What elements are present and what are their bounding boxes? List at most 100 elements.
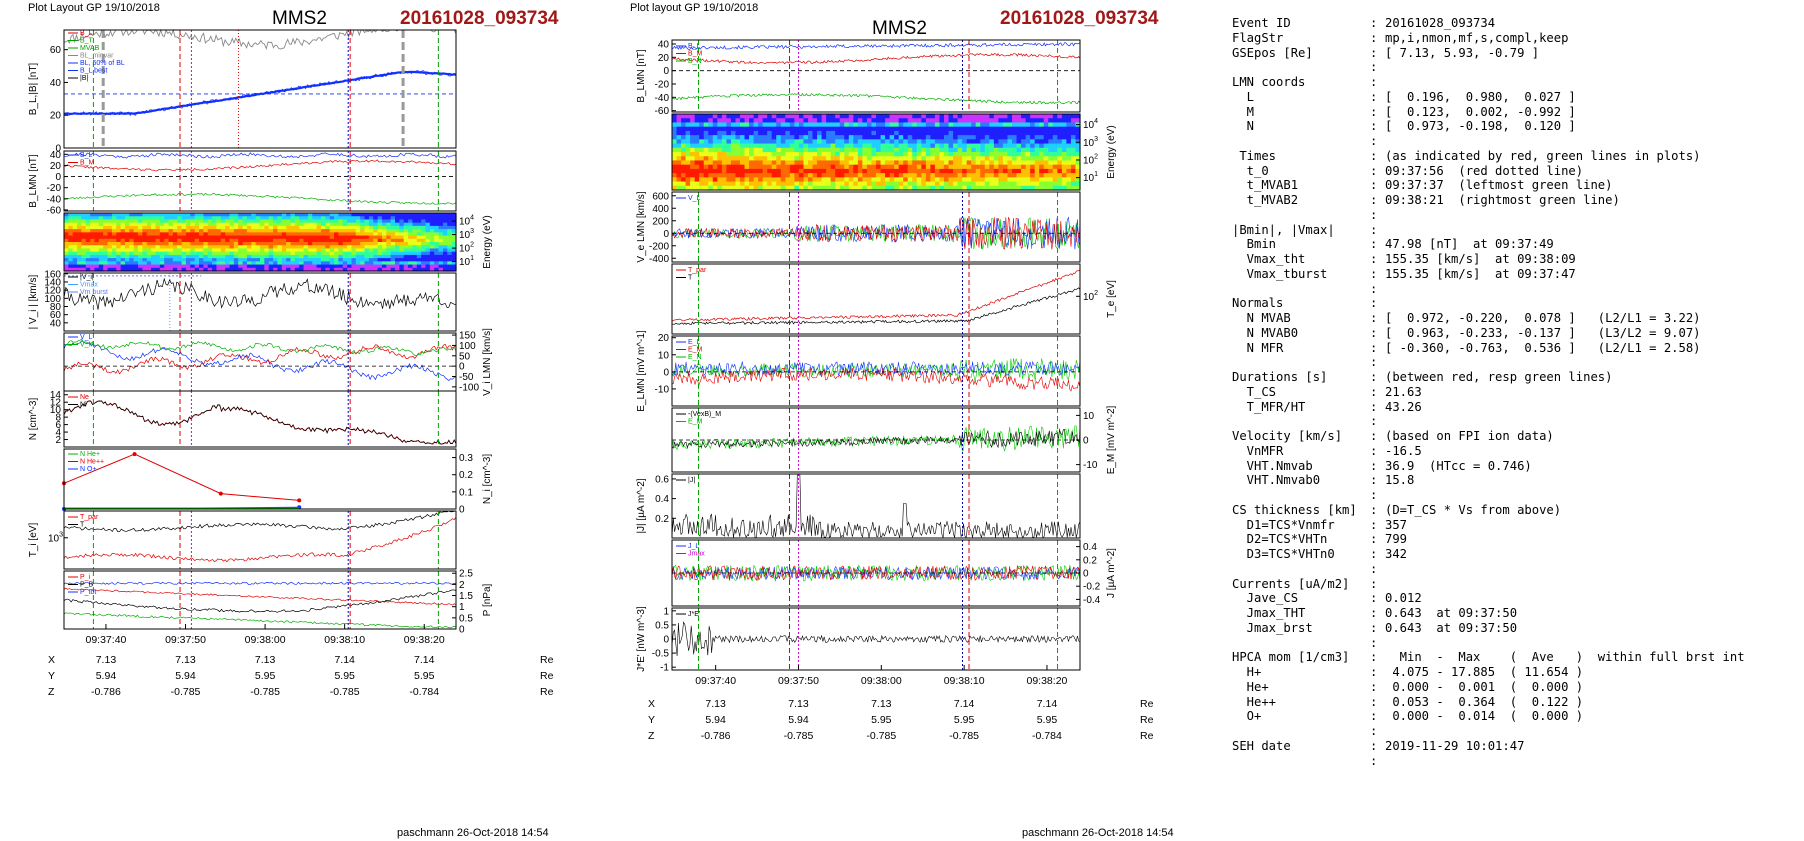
spectrogram-cell [912,173,918,178]
spectrogram-cell [921,135,927,140]
spectrogram-cell [225,251,231,256]
spectrogram-cell [980,152,986,157]
spectrogram-cell [948,147,954,153]
spectrogram-cell [77,213,83,217]
spectrogram-cell [342,248,348,253]
spectrogram-cell [794,160,800,166]
spectrogram-cell [216,267,222,272]
spectrogram-cell [1039,122,1045,128]
spectrogram-cell [81,225,87,230]
legend-entry: B_L [80,152,93,159]
spectrogram-cell [939,114,945,119]
spectrogram-cell [172,216,178,221]
spectrogram-cell [425,235,431,240]
spectrogram-cell [944,164,950,170]
spectrogram-cell [133,229,139,233]
spectrogram-cell [412,229,418,233]
info-key: HPCA mom [1/cm3] [1232,650,1350,665]
spectrogram-cell [207,216,213,221]
ephemeris-value: -0.784 [409,686,439,698]
spectrogram-cell [312,225,318,230]
y-tick-label: -0.5 [652,649,670,660]
spectrogram-cell [260,219,265,224]
spectrogram-cell [921,126,927,132]
spectrogram-cell [164,242,170,246]
spectrogram-cell [798,173,805,178]
spectrogram-cell [299,238,305,243]
spectrogram-cell [116,267,122,272]
legend-entry: P_tot [80,589,96,596]
spectrogram-cell [177,254,183,259]
spectrogram-cell [771,164,777,170]
spectrogram-cell [803,147,809,153]
spectrogram-cell [780,130,786,136]
spectrogram-cell [694,160,700,166]
spectrogram-cell [72,225,78,230]
spectrogram-cell [425,232,431,237]
spectrogram-cell [399,248,405,253]
spectrogram-cell [862,168,868,174]
spectrogram-cell [866,114,873,119]
spectrogram-cell [862,181,868,187]
spectrogram-cell [934,139,941,145]
spectrogram-cell [785,177,791,183]
spectrogram-cell [242,238,248,243]
spectrogram-cell [1070,173,1077,178]
spectrogram-cell [381,245,387,250]
spectrogram-cell [360,267,366,272]
spectrogram-cell [971,126,977,132]
spectrogram-cell [694,177,700,183]
spectrogram-cell [676,168,682,174]
spectrogram-cell [839,147,845,153]
spectrogram-cell [962,185,968,191]
spectrogram-cell [1075,130,1081,136]
spectrogram-cell [703,181,709,187]
spectrogram-cell [386,232,392,237]
spectrogram-cell [740,147,746,153]
spectrogram-cell [390,213,396,217]
spectrogram-cell [916,168,922,174]
spectrogram-cell [412,245,418,250]
spectrogram-cell [403,238,409,243]
spectrogram-cell [953,173,959,178]
spectrogram-cell [307,258,313,262]
spectrogram-cell [971,122,977,128]
spectrogram-cell [425,216,431,221]
spectrogram-cell [194,229,200,233]
panel-frame [63,510,457,570]
legend-entry: V_M [80,342,95,349]
panel-frame [671,191,1081,263]
spectrogram-cell [744,164,750,170]
spectrogram-cell [273,222,279,227]
spectrogram-cell [885,177,891,183]
spectrogram-cell [1021,126,1027,132]
info-key: Bmin [1232,237,1277,252]
spectrogram-cell [129,216,135,221]
spectrogram-cell [342,235,348,240]
y-tick-label: 0 [459,362,465,373]
spectrogram-cell [390,248,396,253]
series-el [671,360,1081,376]
spectrogram-cell [708,130,714,136]
spectrogram-cell [381,213,387,217]
spectrogram-cell [844,156,850,162]
spectrogram-cell [190,229,196,233]
spectrogram-cell [726,135,732,140]
spectrogram-cell [762,147,768,153]
spectrogram-cell [740,185,746,191]
legend-entry: N He++ [80,459,104,466]
spectrogram-cell [957,168,963,174]
spectrogram-cell [85,254,91,259]
y-tick-label: -10 [1083,460,1098,471]
spectrogram-cell [320,238,326,243]
spectrogram-cell [434,248,440,253]
spectrogram-cell [429,267,435,272]
spectrogram-cell [993,130,999,136]
spectrogram-cell [726,147,732,153]
spectrogram-cell [338,261,344,266]
spectrogram-cell [740,181,746,187]
spectrogram-cell [120,245,126,250]
spectrogram-cell [925,173,931,178]
spectrogram-cell [885,160,891,166]
